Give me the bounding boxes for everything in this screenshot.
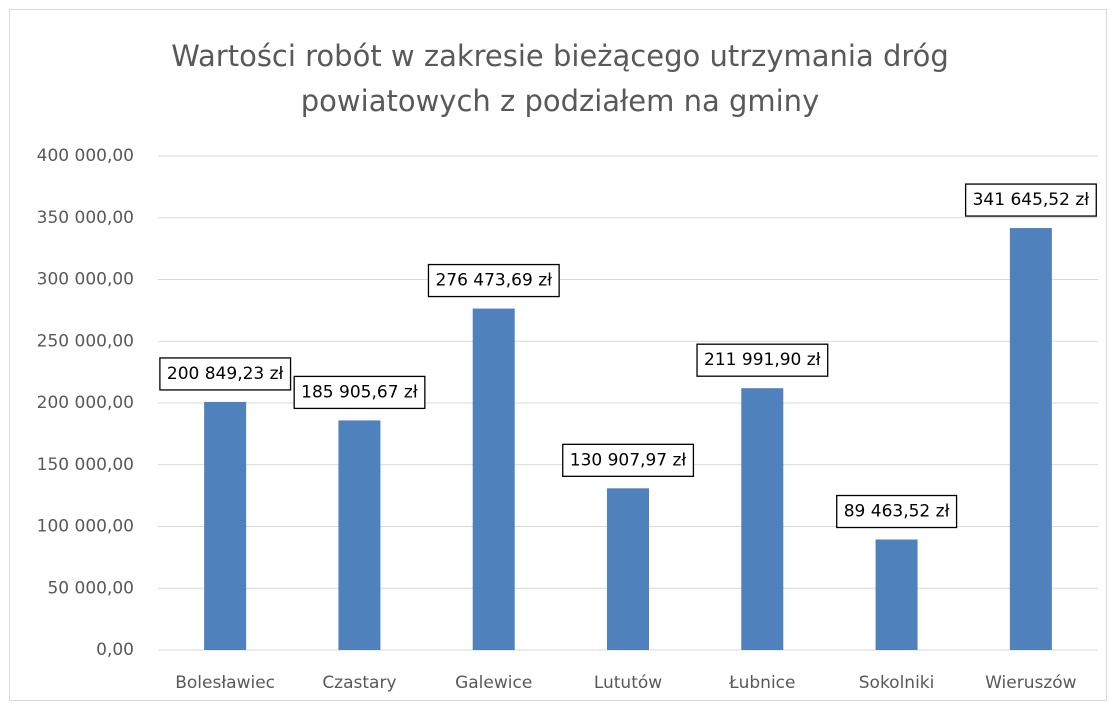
chart-frame: [9, 9, 1107, 701]
y-tick-label: 0,00: [96, 640, 134, 660]
data-label-box: [562, 443, 695, 477]
data-label-box: [427, 263, 560, 298]
y-tick-label: 250 000,00: [37, 331, 134, 351]
bar: [741, 388, 784, 650]
y-tick-label: 100 000,00: [37, 517, 134, 537]
chart-title: Wartości robót w zakresie bieżącego utrz…: [171, 39, 949, 118]
x-tick-label: Wieruszów: [985, 673, 1077, 693]
data-label-box: [696, 343, 829, 377]
y-tick-label: 150 000,00: [37, 455, 134, 475]
y-tick-label: 400 000,00: [37, 146, 134, 166]
data-label: 200 849,23 zł: [167, 364, 284, 384]
bar: [204, 401, 247, 650]
data-label: 185 905,67 zł: [301, 382, 418, 402]
y-tick-label: 350 000,00: [37, 208, 134, 228]
data-label: 89 463,52 zł: [844, 502, 950, 522]
data-label-box: [159, 357, 292, 391]
x-tick-label: Czastary: [322, 673, 396, 693]
data-label-box: [293, 375, 426, 410]
data-label-box: [964, 183, 1097, 217]
bar: [607, 488, 649, 650]
bar: [1009, 228, 1052, 650]
data-label: 211 991,90 zł: [704, 350, 821, 370]
x-tick-label: Bolesławiec: [175, 673, 275, 693]
bar: [875, 539, 918, 650]
y-tick-label: 50 000,00: [47, 578, 134, 598]
x-tick-label: Lututów: [594, 673, 662, 693]
y-tick-label: 300 000,00: [37, 270, 134, 290]
data-label: 341 645,52 zł: [973, 190, 1090, 210]
data-label: 276 473,69 zł: [435, 271, 552, 291]
x-tick-label: Galewice: [455, 673, 532, 693]
y-tick-label: 200 000,00: [37, 393, 134, 413]
bar: [338, 420, 381, 650]
data-label: 130 907,97 zł: [570, 450, 687, 470]
data-label-box: [836, 494, 958, 529]
x-tick-label: Sokolniki: [859, 673, 935, 693]
bar: [472, 308, 515, 650]
x-tick-label: Łubnice: [728, 673, 795, 693]
